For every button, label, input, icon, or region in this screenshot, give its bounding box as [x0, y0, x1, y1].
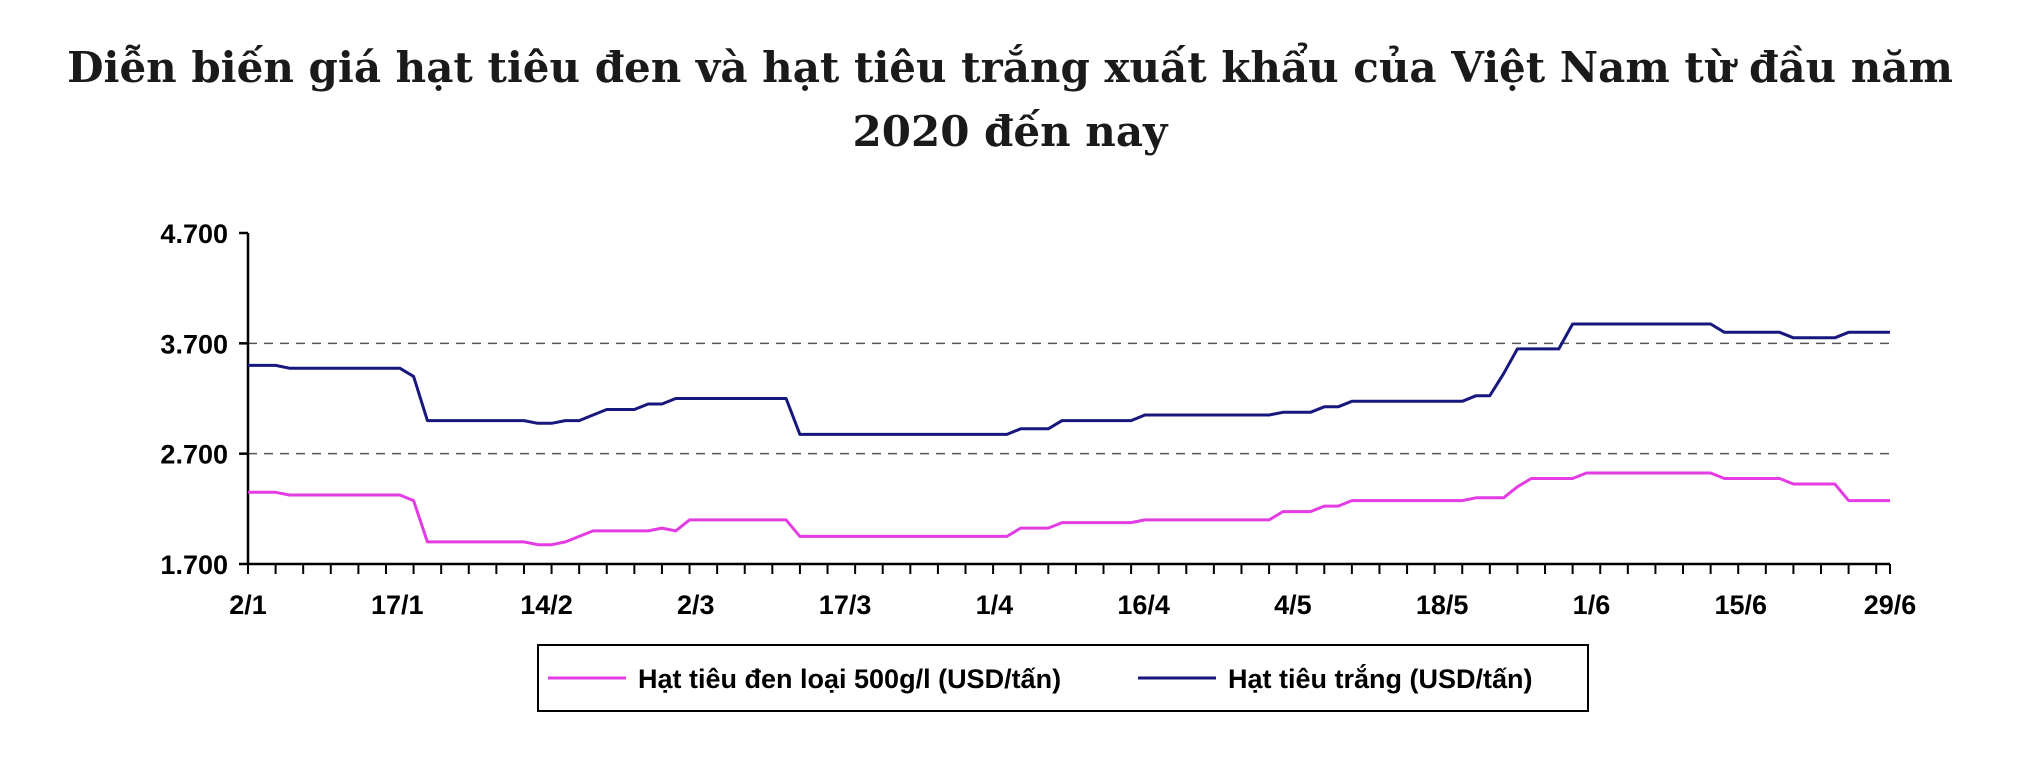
gridlines	[248, 342, 1890, 455]
x-tick-label: 2/3	[677, 590, 715, 620]
chart-title: Diễn biến giá hạt tiêu đen và hạt tiêu t…	[67, 43, 1953, 156]
x-tick-label: 2/1	[229, 590, 267, 620]
x-tick-label: 17/3	[819, 590, 872, 620]
x-axis-tick-labels: 2/1 17/1 14/2 2/3 17/3 1/4 16/4 4/5 18/5 1/6 15/6 2…	[229, 590, 1916, 620]
x-tick-label: 16/4	[1117, 590, 1170, 620]
series-lines	[248, 322, 1890, 547]
y-axis-tick-labels: 1.700 2.700 3.700 4.700	[160, 219, 228, 580]
x-tick-label: 29/6	[1864, 590, 1917, 620]
y-tick-label: 1.700	[160, 550, 228, 580]
y-tick-label: 3.700	[160, 329, 228, 359]
axes	[239, 231, 1891, 574]
x-tick-label: 1/6	[1573, 590, 1611, 620]
series-line-1	[248, 471, 1890, 547]
x-tick-label: 18/5	[1416, 590, 1469, 620]
legend: Hạt tiêu đen loại 500g/l (USD/tấn) Hạt ti…	[537, 644, 1589, 712]
y-tick-label: 2.700	[160, 440, 228, 470]
x-tick-label: 14/2	[520, 590, 573, 620]
x-tick-label: 1/4	[976, 590, 1014, 620]
legend-box	[537, 644, 1589, 712]
series-line-2	[248, 322, 1890, 436]
x-tick-label: 17/1	[371, 590, 424, 620]
x-tick-label: 4/5	[1274, 590, 1312, 620]
legend-label-1: Hạt tiêu đen loại 500g/l (USD/tấn)	[638, 664, 1061, 694]
legend-label-2: Hạt tiêu trắng (USD/tấn)	[1228, 663, 1533, 694]
y-tick-label: 4.700	[160, 219, 228, 249]
x-tick-label: 15/6	[1714, 590, 1767, 620]
